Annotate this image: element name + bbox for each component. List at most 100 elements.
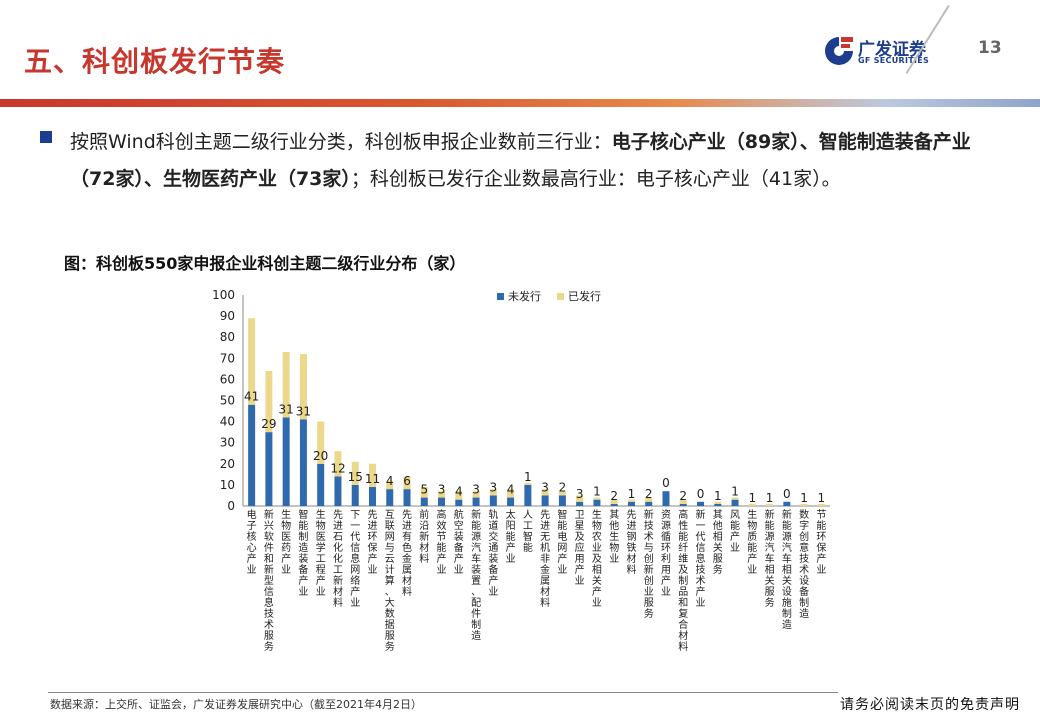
bar-not-issued [627, 501, 635, 506]
bar-not-issued [368, 487, 376, 506]
bar-issued [472, 491, 480, 498]
bar-issued [438, 491, 446, 498]
bar-issued [731, 497, 739, 500]
data-label: 1 [714, 489, 722, 503]
bar-issued [800, 503, 808, 506]
x-tick-label: 生物医药产业 [281, 508, 291, 576]
bar-not-issued [731, 499, 739, 506]
data-label: 3 [472, 483, 480, 497]
x-tick-label: 电子核心产业 [247, 508, 257, 576]
data-label: 4 [386, 474, 394, 488]
data-label: 1 [766, 491, 774, 505]
data-label: 3 [541, 480, 549, 494]
y-tick-label: 80 [220, 330, 235, 344]
logo-text-cn: 广发证券 [858, 40, 926, 60]
data-label: 2 [679, 489, 687, 503]
bar-issued [489, 489, 497, 496]
data-label: 4 [455, 485, 463, 499]
x-tick-label: 下一代信息网络产业 [350, 510, 360, 609]
x-tick-label: 新技术与创新创业服务 [644, 508, 654, 620]
disclaimer: 请务必阅读末页的免责声明 [840, 697, 1020, 713]
data-label: 31 [296, 404, 311, 418]
data-label: 11 [365, 472, 380, 486]
bar-not-issued [679, 503, 687, 506]
bar-not-issued [507, 497, 515, 506]
bullet-text-bold: 电子核心产业（89家）、智能制造装备产业（72家）、生物医药产业（73家） [70, 131, 971, 190]
bar-issued [524, 482, 532, 485]
x-tick-label: 生物医学工程产业 [316, 508, 326, 598]
bar-issued [541, 489, 549, 496]
x-tick-label: 高效节能产业 [437, 508, 447, 576]
x-tick-label: 卫星及应用产业 [575, 510, 585, 587]
data-label: 15 [348, 470, 363, 484]
bar-not-issued [265, 432, 273, 506]
bullet-marker [40, 131, 52, 143]
brand-logo: 广发证券 GF SECURITIES [822, 34, 942, 68]
x-tick-label: 智能电网产业 [557, 508, 567, 576]
x-tick-label: 先进有色金属材料 [402, 509, 412, 598]
bar-not-issued [714, 503, 722, 506]
x-tick-label: 其他生物业 [609, 509, 619, 565]
data-label: 1 [628, 487, 636, 501]
data-label: 1 [748, 491, 756, 505]
bar-issued [645, 497, 653, 502]
page-number: 13 [978, 38, 1002, 58]
bar-issued [679, 499, 687, 504]
x-tick-label: 人工智能 [523, 509, 533, 554]
data-label: 31 [279, 402, 294, 416]
x-tick-label: 新兴软件和新型信息技术服务 [264, 508, 274, 653]
x-tick-label: 生物质能产业 [747, 508, 757, 576]
legend-label-issued: 已发行 [568, 289, 601, 303]
bar-issued [368, 463, 376, 488]
y-tick-label: 20 [220, 457, 235, 471]
bar-not-issued [282, 417, 290, 506]
bar-issued [386, 480, 394, 490]
x-tick-label: 前沿新材料 [419, 508, 429, 565]
bar-issued [766, 503, 774, 506]
x-tick-label: 新一代信息技术产业 [696, 508, 706, 609]
legend-label-not-issued: 未发行 [508, 289, 541, 303]
bar-issued [248, 318, 256, 405]
bullet-text-1: 按照Wind科创主题二级行业分类，科创板申报企业数前三行业： [70, 131, 612, 153]
data-label: 2 [645, 487, 653, 501]
bar-issued [282, 351, 290, 418]
data-label: 0 [783, 487, 791, 501]
bar-issued [576, 495, 584, 502]
figure-title: 图：科创板550家申报企业科创主题二级行业分布（家） [64, 254, 466, 273]
bar-issued [317, 421, 325, 464]
data-label: 5 [420, 483, 428, 497]
bar-issued [420, 487, 428, 498]
data-label: 3 [438, 483, 446, 497]
footer-divider [48, 692, 838, 693]
bar-not-issued [645, 501, 653, 506]
bar-not-issued [386, 489, 394, 506]
x-tick-label: 数字创意技术设备制造 [799, 508, 809, 620]
data-source: 数据来源：上交所、证监会，广发证券发展研究中心（截至2021年4月2日） [50, 698, 422, 711]
y-tick-label: 100 [212, 288, 235, 302]
y-tick-label: 60 [220, 372, 235, 386]
bar-not-issued [489, 495, 497, 506]
bar-not-issued [299, 419, 307, 506]
x-tick-label: 新能源汽车相关服务 [765, 508, 775, 609]
x-tick-label: 先进环保产业 [367, 509, 377, 576]
data-label: 0 [662, 476, 670, 490]
x-tick-label: 风能产业 [730, 509, 740, 554]
bar-issued [627, 499, 635, 502]
x-tick-label: 先进石化化工新材料 [333, 509, 343, 609]
gf-logo-icon [825, 37, 853, 65]
data-label: 2 [610, 489, 618, 503]
legend-swatch-issued [557, 293, 564, 300]
bar-issued [351, 461, 359, 485]
x-tick-label: 生物农业及相关产业 [592, 508, 602, 609]
header-band [0, 99, 1040, 107]
data-label: 2 [559, 480, 567, 494]
bar-not-issued [248, 404, 256, 506]
x-tick-label: 互联网与云计算、大数据服务 [385, 509, 395, 653]
bar-not-issued [455, 499, 463, 506]
logo-text-en: GF SECURITIES [858, 56, 930, 65]
data-label: 0 [697, 487, 705, 501]
bar-not-issued [472, 497, 480, 506]
data-label: 3 [490, 480, 498, 494]
data-label: 3 [576, 487, 584, 501]
x-tick-label: 太阳能产业 [506, 508, 516, 565]
